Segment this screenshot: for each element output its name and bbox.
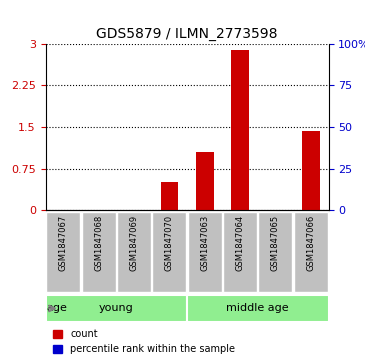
Text: GSM1847069: GSM1847069: [130, 215, 139, 271]
Bar: [161, 182, 178, 211]
FancyBboxPatch shape: [188, 212, 222, 292]
Text: GSM1847066: GSM1847066: [306, 215, 315, 271]
Bar: [196, 152, 214, 211]
FancyBboxPatch shape: [223, 212, 257, 292]
FancyBboxPatch shape: [46, 212, 80, 292]
Text: GSM1847063: GSM1847063: [200, 215, 209, 271]
Text: GSM1847067: GSM1847067: [59, 215, 68, 271]
Text: GSM1847068: GSM1847068: [94, 215, 103, 271]
Text: middle age: middle age: [226, 303, 289, 314]
FancyBboxPatch shape: [153, 212, 187, 292]
FancyBboxPatch shape: [294, 212, 328, 292]
FancyBboxPatch shape: [187, 295, 328, 322]
Bar: [302, 131, 320, 211]
Text: young: young: [99, 303, 134, 314]
FancyBboxPatch shape: [258, 212, 292, 292]
FancyBboxPatch shape: [46, 295, 187, 322]
Text: GSM1847065: GSM1847065: [271, 215, 280, 271]
Bar: [231, 50, 249, 211]
Text: GSM1847064: GSM1847064: [235, 215, 245, 271]
Text: GSM1847070: GSM1847070: [165, 215, 174, 271]
FancyBboxPatch shape: [82, 212, 116, 292]
Text: age: age: [46, 303, 67, 314]
Legend: count, percentile rank within the sample: count, percentile rank within the sample: [49, 326, 239, 358]
FancyBboxPatch shape: [117, 212, 151, 292]
Title: GDS5879 / ILMN_2773598: GDS5879 / ILMN_2773598: [96, 27, 278, 41]
Bar: [236, 210, 245, 211]
